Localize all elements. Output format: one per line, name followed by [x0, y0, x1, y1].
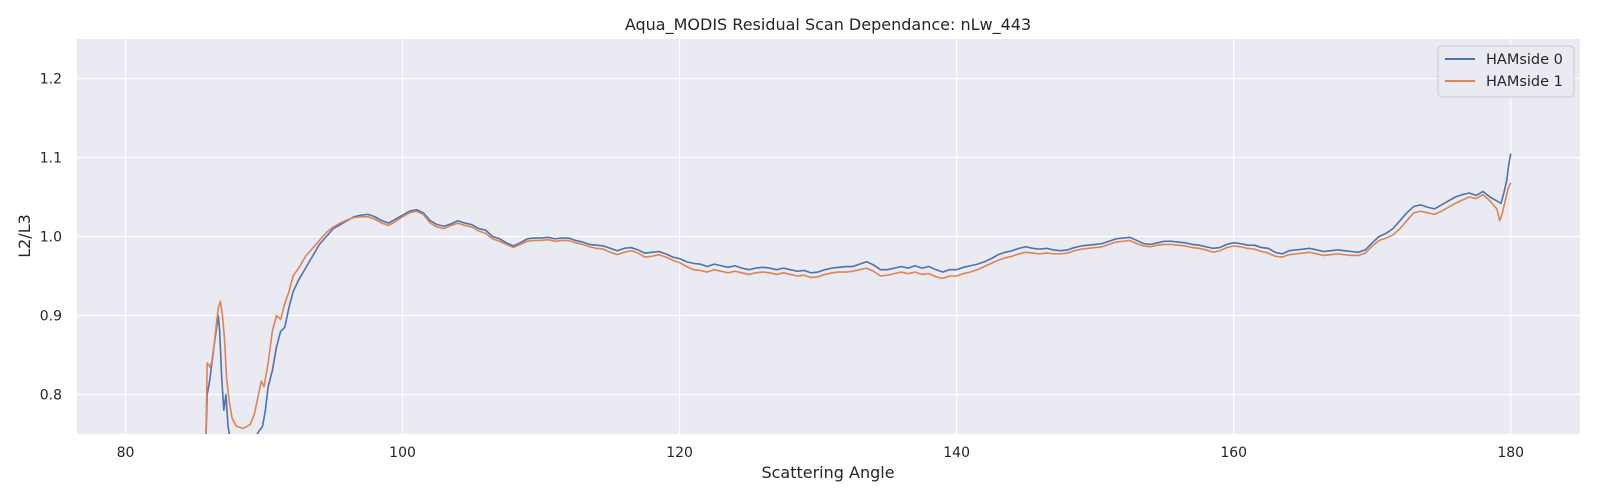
x-tick-label: 140 [943, 445, 970, 461]
legend-label-hamside-0: HAMside 0 [1486, 52, 1563, 68]
y-axis-label: L2/L3 [15, 214, 34, 258]
x-axis-label: Scattering Angle [761, 463, 894, 482]
y-tick-label: 0.8 [40, 388, 62, 404]
x-tick-labels: 80 100 120 140 160 180 [117, 445, 1525, 461]
x-tick-label: 180 [1497, 445, 1524, 461]
grid-lines [77, 39, 1580, 434]
legend: HAMside 0 HAMside 1 [1437, 45, 1575, 98]
y-tick-label: 1.1 [40, 151, 62, 167]
series-line-hamside-0 [205, 153, 1512, 434]
series-line-hamside-1 [205, 182, 1512, 434]
x-tick-label: 120 [666, 445, 693, 461]
legend-label-hamside-1: HAMside 1 [1486, 74, 1563, 90]
x-tick-label: 100 [389, 445, 416, 461]
series-lines [205, 153, 1512, 434]
y-tick-label: 1.2 [40, 72, 62, 88]
y-tick-labels: 0.8 0.9 1.0 1.1 1.2 [40, 72, 62, 404]
chart-title: Aqua_MODIS Residual Scan Dependance: nLw… [625, 15, 1031, 35]
x-tick-label: 160 [1220, 445, 1247, 461]
y-tick-label: 1.0 [40, 230, 62, 246]
y-tick-label: 0.9 [40, 309, 62, 325]
x-tick-label: 80 [117, 445, 135, 461]
